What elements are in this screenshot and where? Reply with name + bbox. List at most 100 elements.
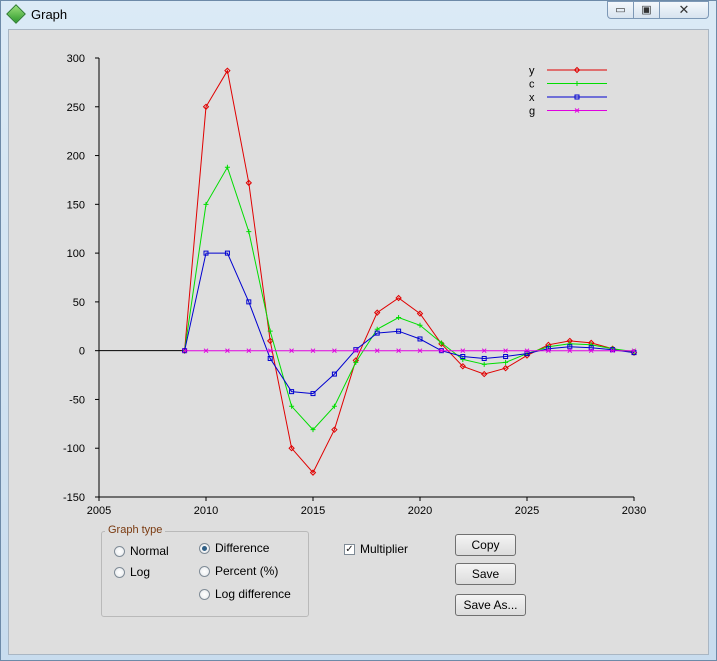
radio-log[interactable]: Log xyxy=(114,565,150,579)
data-point-g xyxy=(289,348,294,354)
radio-normal-label: Normal xyxy=(130,544,169,558)
data-point-g xyxy=(588,348,594,354)
legend-label-c: c xyxy=(529,79,535,91)
x-tick-label: 2010 xyxy=(194,505,218,517)
data-point-x xyxy=(310,391,316,397)
radio-log-difference[interactable]: Log difference xyxy=(199,587,291,601)
y-tick-label: 150 xyxy=(67,199,85,211)
radio-log-indicator[interactable] xyxy=(114,566,125,578)
y-tick-label: -50 xyxy=(69,394,85,406)
data-point-x xyxy=(289,389,295,395)
data-point-g xyxy=(503,348,508,354)
legend-marker-g xyxy=(574,108,580,113)
legend-label-g: g xyxy=(529,106,535,118)
data-point-g xyxy=(567,348,573,354)
radio-percent[interactable]: Percent (%) xyxy=(199,564,278,578)
y-tick-label: 50 xyxy=(73,297,85,309)
data-point-c xyxy=(289,403,295,409)
data-point-g xyxy=(225,348,230,354)
multiplier-label: Multiplier xyxy=(360,542,409,556)
data-point-c xyxy=(310,427,316,433)
copy-button[interactable]: Copy xyxy=(455,534,516,556)
y-tick-label: 200 xyxy=(67,151,85,163)
legend-marker-x xyxy=(574,94,580,100)
data-point-g xyxy=(610,348,615,354)
data-point-g xyxy=(374,348,380,354)
y-tick-label: -150 xyxy=(63,492,85,504)
data-point-g xyxy=(203,348,209,354)
x-tick-label: 2005 xyxy=(87,505,111,517)
data-point-y xyxy=(288,445,295,452)
data-point-c xyxy=(567,341,573,347)
data-point-x xyxy=(353,347,359,353)
data-point-g xyxy=(481,348,487,354)
data-point-y xyxy=(266,337,274,345)
legend-marker-c xyxy=(574,81,580,86)
x-tick-label: 2020 xyxy=(408,505,432,517)
radio-percent-label: Percent (%) xyxy=(215,564,279,578)
graph-type-title: Graph type xyxy=(105,524,166,536)
data-point-g xyxy=(396,348,401,354)
data-point-x xyxy=(588,345,594,351)
legend-marker-y xyxy=(573,66,581,74)
data-point-c xyxy=(203,201,209,207)
x-tick-label: 2015 xyxy=(301,505,325,517)
radio-difference-label: Difference xyxy=(215,541,270,555)
data-point-c xyxy=(396,314,402,320)
y-tick-label: 300 xyxy=(67,53,85,65)
data-point-g xyxy=(524,348,530,354)
data-point-c xyxy=(353,359,359,365)
maximize-button[interactable]: ▣ xyxy=(633,1,660,19)
data-point-y xyxy=(395,294,402,302)
data-point-g xyxy=(631,348,637,354)
data-point-c xyxy=(267,328,273,334)
data-point-y xyxy=(245,179,253,187)
radio-difference[interactable]: Difference xyxy=(199,541,269,555)
data-point-y xyxy=(502,365,509,372)
data-point-g xyxy=(310,348,316,354)
client-area: 300 250 200 150 100 50 0 -50 -100 -150 2005 2010 201… xyxy=(8,29,709,655)
data-point-g xyxy=(182,348,187,354)
legend-label-y: y xyxy=(529,65,535,77)
data-point-x xyxy=(224,250,230,256)
save-as-button[interactable]: Save As... xyxy=(455,594,526,616)
y-tick-label: 100 xyxy=(67,248,85,260)
data-point-x xyxy=(460,354,466,360)
data-point-c xyxy=(417,322,423,328)
data-point-c xyxy=(481,361,487,367)
data-point-c xyxy=(588,342,594,348)
checkmark-icon[interactable]: ✓ xyxy=(344,543,355,555)
close-button[interactable]: ✕ xyxy=(659,1,709,19)
data-point-x xyxy=(396,328,402,334)
data-point-x xyxy=(203,250,209,256)
radio-normal[interactable]: Normal xyxy=(114,544,169,558)
data-point-g xyxy=(332,348,337,354)
data-point-g xyxy=(417,348,423,354)
data-point-g xyxy=(439,348,444,354)
series-line-y xyxy=(184,69,635,474)
title-bar[interactable]: Graph ▭ ▣ ✕ xyxy=(1,1,716,27)
radio-normal-indicator[interactable] xyxy=(114,545,125,557)
y-tick-label: 0 xyxy=(79,346,85,358)
data-point-x xyxy=(481,355,487,361)
green-diamond-icon xyxy=(6,4,26,24)
radio-difference-indicator[interactable] xyxy=(199,542,210,554)
data-point-y xyxy=(373,309,381,316)
data-point-g xyxy=(460,348,466,354)
data-point-x xyxy=(374,330,380,336)
minimize-button[interactable]: ▭ xyxy=(607,1,634,19)
data-point-x xyxy=(567,344,573,350)
data-point-g xyxy=(267,348,273,354)
data-point-x xyxy=(267,355,273,361)
multiplier-checkbox[interactable]: ✓ Multiplier xyxy=(344,542,408,556)
radio-percent-indicator[interactable] xyxy=(199,565,210,577)
window-title: Graph xyxy=(31,7,68,22)
legend-label-x: x xyxy=(529,92,535,104)
data-point-y xyxy=(202,103,210,110)
data-point-c xyxy=(503,359,509,365)
save-button[interactable]: Save xyxy=(455,563,516,585)
radio-log-difference-indicator[interactable] xyxy=(199,588,210,600)
x-tick-label: 2025 xyxy=(515,505,539,517)
